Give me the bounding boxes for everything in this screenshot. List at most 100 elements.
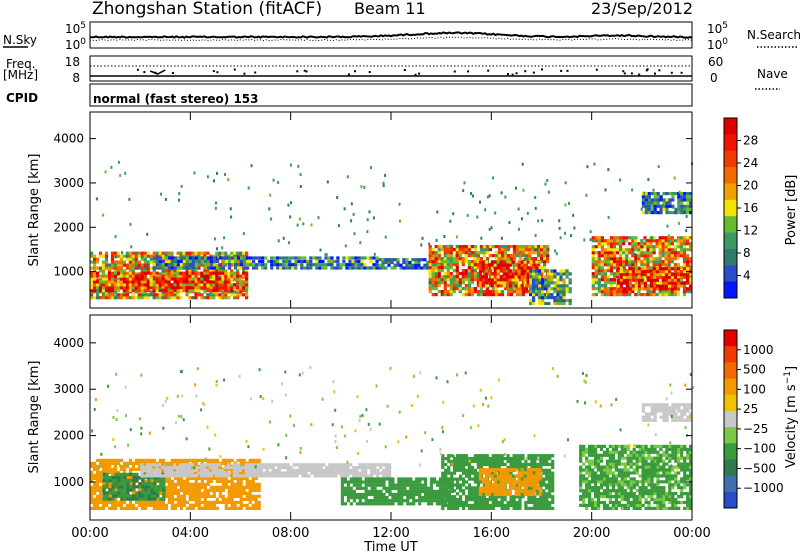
echo-cell bbox=[680, 198, 684, 202]
nave-speck bbox=[487, 69, 490, 72]
echo-cell bbox=[197, 277, 201, 281]
echo-cell bbox=[453, 457, 457, 461]
echo-cell bbox=[382, 181, 385, 185]
echo-cell bbox=[289, 163, 292, 167]
echo-cell bbox=[352, 474, 356, 478]
echo-cell bbox=[212, 476, 216, 480]
echo-cell bbox=[646, 263, 650, 267]
echo-cell bbox=[159, 488, 163, 492]
echo-cell bbox=[164, 286, 168, 290]
echo-cell bbox=[247, 186, 250, 190]
echo-cell bbox=[135, 475, 139, 480]
echo-cell bbox=[667, 278, 672, 282]
echo-cell bbox=[493, 269, 497, 273]
echo-cell bbox=[412, 489, 416, 493]
echo-cell bbox=[188, 296, 192, 300]
echo-cell bbox=[447, 471, 451, 475]
echo-cell bbox=[137, 272, 141, 276]
echo-cell bbox=[101, 280, 106, 284]
echo-cell bbox=[403, 499, 407, 503]
echo-cell bbox=[194, 482, 198, 486]
echo-cell bbox=[200, 485, 204, 489]
echo-cell bbox=[676, 242, 680, 246]
echo-cell bbox=[543, 260, 547, 264]
echo-cell bbox=[479, 293, 483, 297]
echo-cell bbox=[185, 269, 189, 273]
echo-cell bbox=[382, 502, 386, 506]
echo-cell bbox=[251, 458, 255, 462]
echo-cell bbox=[619, 287, 623, 291]
echo-cell bbox=[484, 260, 488, 264]
echo-cell bbox=[96, 278, 100, 282]
echo-cell bbox=[508, 284, 512, 288]
echo-cell bbox=[242, 254, 246, 258]
echo-cell bbox=[105, 472, 109, 476]
echo-cell bbox=[462, 457, 466, 461]
echo-cell bbox=[373, 496, 377, 500]
echo-cell bbox=[185, 293, 189, 297]
echo-cell bbox=[140, 458, 145, 462]
echo-cell bbox=[211, 463, 215, 467]
echo-cell bbox=[93, 467, 97, 471]
echo-cell bbox=[241, 474, 245, 478]
echo-cell bbox=[120, 494, 124, 498]
echo-cell bbox=[114, 472, 118, 476]
echo-cell bbox=[509, 293, 514, 297]
echo-cell bbox=[206, 293, 210, 297]
echo-cell bbox=[194, 286, 198, 290]
echo-cell bbox=[191, 476, 195, 480]
echo-cell bbox=[458, 284, 462, 288]
echo-cell bbox=[591, 275, 595, 279]
echo-cell bbox=[349, 480, 353, 484]
echo-cell bbox=[649, 284, 654, 288]
echo-cell bbox=[236, 260, 240, 264]
echo-cell bbox=[149, 500, 153, 504]
echo-cell bbox=[325, 468, 329, 472]
echo-cell bbox=[506, 269, 511, 273]
echo-cell bbox=[191, 283, 195, 287]
echo-cell bbox=[668, 201, 672, 205]
echo-cell bbox=[499, 275, 503, 279]
echo-cell bbox=[461, 287, 465, 291]
echo-cell bbox=[562, 296, 566, 300]
echo-cell bbox=[132, 482, 136, 486]
echo-cell bbox=[96, 257, 100, 261]
echo-cell bbox=[150, 488, 154, 492]
echo-cell bbox=[258, 263, 262, 267]
echo-cell bbox=[126, 494, 130, 498]
echo-cell bbox=[203, 286, 207, 290]
echo-cell bbox=[110, 293, 115, 297]
echo-cell bbox=[261, 266, 265, 270]
echo-cell bbox=[673, 263, 677, 267]
noise-right-tick-high: 105 bbox=[707, 21, 728, 36]
echo-cell bbox=[591, 260, 595, 264]
nave-speck bbox=[560, 69, 563, 72]
echo-cell bbox=[450, 498, 454, 502]
echo-cell bbox=[209, 506, 213, 510]
echo-cell bbox=[503, 248, 508, 252]
nave-speck bbox=[403, 69, 406, 71]
echo-cell bbox=[158, 296, 162, 300]
echo-cell bbox=[441, 492, 445, 496]
echo-cell bbox=[381, 263, 385, 267]
echo-cell bbox=[179, 259, 183, 263]
echo-cell bbox=[277, 468, 281, 472]
echo-cell bbox=[102, 464, 106, 468]
echo-cell bbox=[96, 497, 100, 501]
echo-cell bbox=[390, 258, 394, 262]
echo-cell bbox=[437, 284, 441, 288]
echo-cell bbox=[162, 491, 166, 495]
echo-cell bbox=[242, 503, 246, 507]
echo-cell bbox=[254, 503, 258, 507]
echo-cell bbox=[364, 496, 368, 500]
echo-cell bbox=[556, 301, 560, 306]
echo-cell bbox=[194, 269, 198, 273]
echo-cell bbox=[661, 239, 665, 243]
echo-cell bbox=[96, 296, 100, 300]
echo-cell bbox=[164, 474, 168, 478]
echo-cell bbox=[334, 474, 338, 478]
echo-cell bbox=[167, 482, 171, 486]
echo-cell bbox=[113, 260, 118, 264]
echo-cell bbox=[631, 254, 635, 258]
echo-cell bbox=[594, 260, 598, 264]
